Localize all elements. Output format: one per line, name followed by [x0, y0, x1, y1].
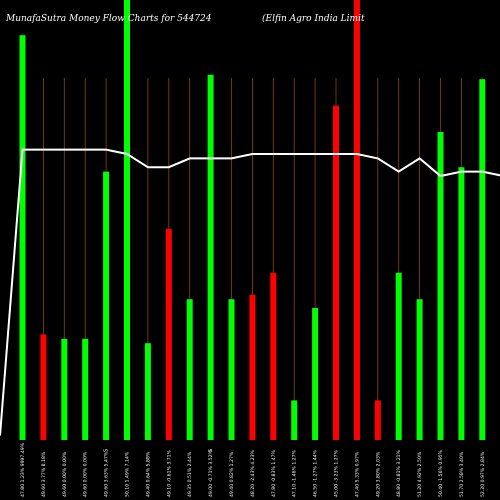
bar-down	[270, 272, 277, 440]
bar-up	[479, 79, 486, 440]
bar-up	[312, 308, 319, 440]
bar-up	[207, 74, 214, 441]
x-tick-label: 49.40 0.82% 1.27%	[229, 451, 235, 497]
x-tick-label: 46.50 -1.27% 1.44%	[313, 449, 319, 497]
x-tick-label: 49.60 0.00% 0.00%	[83, 451, 89, 497]
bar-down	[40, 334, 47, 440]
x-tick-label: 47.80 1.23% 9997.49%	[20, 442, 26, 497]
bar-down	[165, 228, 172, 440]
bar-up	[228, 299, 235, 440]
bar-up	[124, 0, 130, 440]
money-flow-line	[0, 148, 500, 436]
bar-down	[374, 400, 381, 440]
chart-title: MunafaSutra Money Flow Charts for 544724	[5, 14, 212, 24]
x-tick-label: 51.70 2.58% 3.40%	[459, 451, 465, 497]
bar-up	[82, 338, 89, 440]
money-flow-line-path	[0, 148, 500, 436]
x-tick-label: 49.60 3.63% 5.47%	[104, 451, 110, 497]
x-tick-label: 50.40 -1.56% 0.95%	[438, 449, 444, 497]
bar-up	[61, 338, 68, 440]
x-tick-label: 47.80 -0.83% 1.47%	[271, 449, 277, 497]
bar-down	[333, 105, 339, 440]
x-tick-label: 49.20 3.80% 2.03%	[375, 451, 381, 497]
signal-marker: S	[104, 449, 110, 452]
x-tick-label: 48.20 -2.43% 4.23%	[250, 449, 256, 497]
x-tick-label: 49.00 -0.71% 3.52%	[208, 449, 214, 497]
x-tick-label: 50.10 1.49% 7.14%	[125, 451, 131, 497]
x-axis-labels: 47.80 1.23% 9997.49% 49.60 3.77% 8.18% 49.…	[20, 442, 486, 497]
bar-up	[416, 299, 423, 440]
bars	[19, 0, 486, 441]
x-tick-label: 51.20 4.92% 2.50%	[417, 451, 423, 497]
bar-down	[249, 294, 256, 440]
bar-up	[144, 343, 151, 440]
x-tick-label: 49.60 3.77% 8.18%	[41, 451, 47, 497]
bar-up	[19, 35, 26, 440]
x-tick-label: 45.00 -3.23% 1.27%	[334, 449, 340, 497]
x-tick-label: 49.60 0.00% 0.00%	[62, 451, 68, 497]
x-tick-label: 47.40 5.33% 0.97%	[354, 451, 360, 497]
x-tick-label: 49.10 -0.61% 3.71%	[166, 449, 172, 497]
bar-up	[291, 400, 298, 440]
x-tick-label: 48.80 -0.81% 3.21%	[396, 449, 402, 497]
bar-up	[186, 299, 193, 440]
x-tick-label: 49.35 0.51% 2.44%	[187, 451, 193, 497]
company-name: (Elfin Agro India Limit	[262, 13, 365, 24]
x-tick-label: 52.20 0.97% 2.84%	[480, 451, 486, 497]
bar-up	[437, 132, 444, 440]
x-tick-label: 49.40 0.64% 5.88%	[145, 451, 151, 497]
bar-down	[353, 0, 360, 440]
x-tick-label: 47.10 -1.46% 1.27%	[292, 449, 298, 497]
bar-up	[103, 171, 110, 440]
grid-lines	[22, 78, 483, 440]
bar-up	[458, 167, 465, 440]
bar-up	[395, 272, 402, 440]
signal-marker: S	[208, 449, 214, 452]
